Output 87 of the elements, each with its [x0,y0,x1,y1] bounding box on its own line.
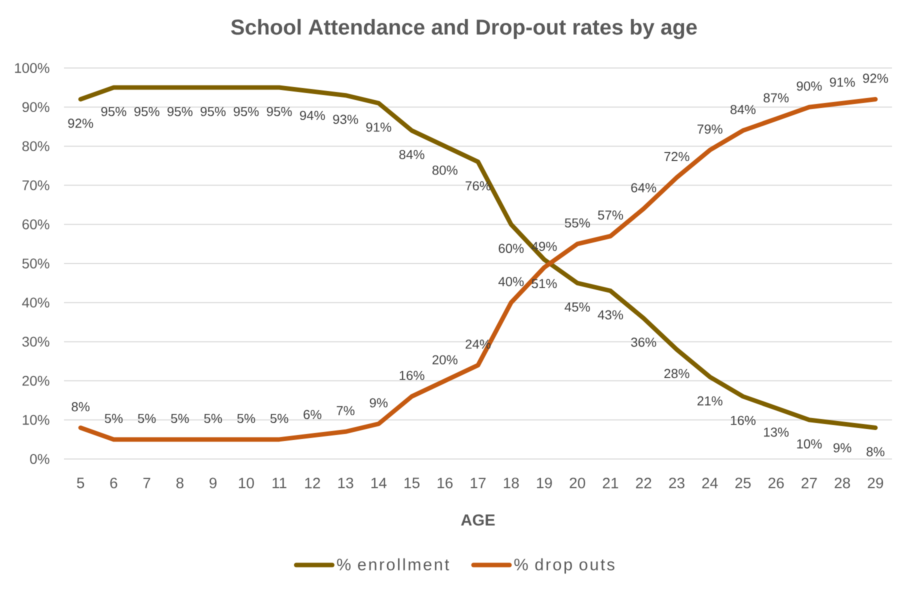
data-label: 95% [168,106,192,116]
data-label: 9% [834,443,852,452]
y-tick-label: 10% [22,414,50,425]
x-tick-label: 13 [338,478,354,488]
data-label: 9% [370,398,388,408]
x-tick-label: 9 [210,478,216,488]
y-tick-label: 60% [22,219,50,230]
data-label: 64% [631,183,656,192]
data-label: 36% [631,338,656,347]
x-tick-label: 29 [868,478,884,488]
y-tick-label: 80% [22,141,50,152]
data-label: 51% [532,279,557,288]
data-label: 40% [498,276,524,286]
x-tick-label: 24 [702,478,718,488]
y-tick-label: 90% [22,102,50,112]
data-label: 20% [432,355,458,364]
data-label: 95% [200,106,226,116]
data-label: 13% [764,428,789,437]
x-tick-label: 14 [371,478,387,488]
legend-label: % drop outs [514,558,614,574]
x-tick-label: 12 [305,478,320,488]
data-label: 10% [797,439,822,448]
x-tick-label: 11 [272,478,286,488]
y-tick-label: 40% [22,298,50,308]
data-label: 60% [498,244,524,253]
x-tick-label: 28 [834,478,850,488]
legend-label: % enrollment [337,558,450,570]
data-label: 72% [664,152,690,162]
x-tick-label: 21 [602,478,618,488]
data-label: 84% [730,104,756,114]
data-label: 5% [104,414,123,424]
data-label: 95% [101,106,126,116]
data-label: 5% [270,414,288,424]
data-label: 45% [564,302,590,312]
data-label: 16% [400,370,424,380]
data-label: 95% [266,106,292,116]
data-label: 7% [336,406,354,416]
data-label: 80% [432,166,458,175]
x-tick-label: 5 [76,478,84,488]
y-tick-label: 30% [22,336,50,347]
data-label: 21% [697,396,722,406]
x-tick-label: 23 [669,478,684,488]
data-label: 57% [598,210,624,220]
y-tick-label: 50% [22,258,50,268]
data-label: 95% [134,106,160,116]
data-label: 28% [664,368,690,378]
data-label: 8% [866,447,884,456]
data-label: 8% [72,402,90,412]
data-label: 95% [234,106,259,116]
x-tick-label: 16 [438,478,453,488]
x-tick-label: 18 [504,478,519,488]
data-label: 5% [204,414,222,424]
x-tick-label: 19 [537,478,552,488]
x-tick-label: 7 [143,478,150,488]
data-label: 90% [796,81,822,91]
data-label: 55% [564,218,590,228]
x-tick-label: 17 [470,478,486,488]
data-label: 5% [237,414,256,424]
y-tick-label: 70% [22,180,50,190]
x-tick-label: 26 [768,478,784,488]
data-label: 79% [698,124,722,134]
data-label: 87% [764,93,789,102]
data-label: 94% [300,110,325,120]
x-tick-label: 25 [735,478,751,488]
data-label: 5% [138,414,156,424]
x-tick-label: 8 [176,478,184,488]
data-label: 16% [730,416,756,426]
y-tick-label: 20% [22,376,50,386]
y-tick-label: 0% [30,454,50,464]
y-tick-label: 100% [15,63,50,73]
x-tick-label: 6 [110,478,118,488]
data-label: 93% [333,114,358,124]
x-tick-label: 22 [636,478,652,488]
x-tick-label: 27 [802,478,817,488]
data-label: 91% [366,122,392,132]
x-tick-label: 10 [238,478,254,488]
x-tick-label: 15 [404,478,420,488]
x-tick-label: 20 [570,478,586,488]
data-label: 5% [171,414,189,424]
data-label: 84% [399,150,424,160]
data-label: 91% [830,78,855,87]
data-label: 43% [598,310,624,320]
data-label: 92% [863,74,888,83]
chart-title: School Attendance and Drop-out rates by age [231,18,697,40]
data-label: 92% [68,118,94,128]
data-label: 6% [304,410,322,420]
x-axis-title: AGE [461,514,495,526]
